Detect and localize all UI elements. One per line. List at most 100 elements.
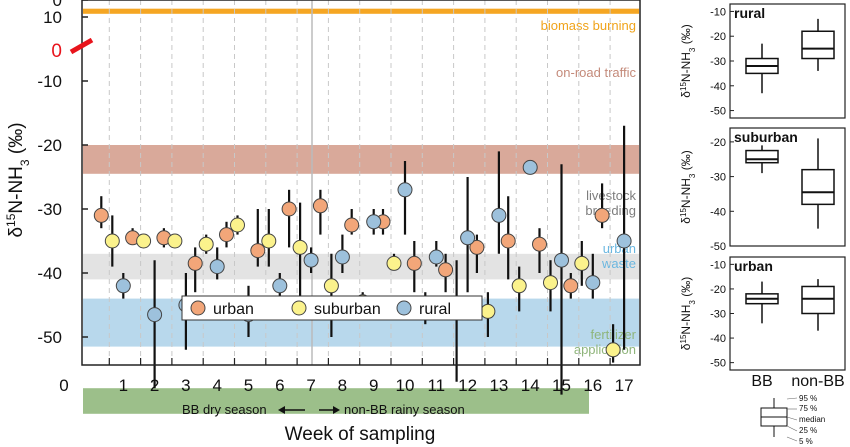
source-band-label: biomass burning xyxy=(541,18,636,33)
source-band xyxy=(83,253,639,280)
x-tick-label: 4 xyxy=(212,376,221,395)
box-y-tick-label: -50 xyxy=(710,358,726,370)
source-band-label: application xyxy=(574,342,636,357)
legend-box xyxy=(181,295,483,321)
x-tick-label: 14 xyxy=(521,376,540,395)
y-tick-label: -20 xyxy=(37,136,62,155)
source-band xyxy=(83,145,639,174)
x-tick-label: 8 xyxy=(338,376,347,395)
x-tick-label: 13 xyxy=(489,376,508,395)
x-tick-label: 12 xyxy=(458,376,477,395)
box-panels: rural -10 -20 -30 -40 -50 δ15N-NH3 (‰) suburban… xyxy=(679,3,846,371)
season-label-dry: BB dry season xyxy=(182,402,267,417)
data-point-rural xyxy=(616,233,632,249)
box-y-axis-title: δ15N-NH3 (‰) xyxy=(679,277,697,350)
data-point-rural xyxy=(585,275,601,291)
data-point-suburban xyxy=(261,233,277,249)
season-arrow-dry-head xyxy=(278,406,285,414)
y-tick-label: 10 xyxy=(43,8,62,27)
legend-marker xyxy=(190,300,206,316)
data-point-urban xyxy=(438,262,454,278)
data-point-urban xyxy=(563,278,579,294)
x-tick-label: 2 xyxy=(150,376,159,395)
y-tick-label: -40 xyxy=(37,264,62,283)
box-legend-25: 25 % xyxy=(799,426,817,435)
x-tick-label: 17 xyxy=(615,376,634,395)
data-point-urban xyxy=(594,207,610,223)
data-point-urban xyxy=(344,217,360,233)
data-point-rural xyxy=(334,249,350,265)
box-y-tick-label: -40 xyxy=(710,81,726,93)
box-non-BB xyxy=(801,138,835,229)
box-panel-frame xyxy=(729,127,846,247)
data-point-suburban xyxy=(198,236,214,252)
box-category-bb: BB xyxy=(751,373,772,390)
data-point-suburban xyxy=(605,342,621,358)
source-band-label: livestock xyxy=(586,188,636,203)
legend: urban suburban rural xyxy=(181,295,483,321)
x-tick-label: 1 xyxy=(119,376,128,395)
data-point-urban xyxy=(312,198,328,214)
data-point-rural xyxy=(428,249,444,265)
source-band xyxy=(83,8,639,14)
box-y-axis-title: δ15N-NH3 (‰) xyxy=(679,24,697,97)
box-y-axis-title: δ15N-NH3 (‰) xyxy=(679,150,697,223)
x-tick-label: 0 xyxy=(59,376,68,395)
data-point-rural xyxy=(147,307,163,323)
y-tick-label: -50 xyxy=(37,328,62,347)
legend-marker xyxy=(291,300,307,316)
box-y-tick-label: -20 xyxy=(710,137,726,149)
box-y-tick-label: -40 xyxy=(710,333,726,345)
box-y-tick-label: -10 xyxy=(710,259,726,271)
box-panel-title: suburban xyxy=(734,129,798,145)
legend-label: suburban xyxy=(314,301,381,318)
data-point-suburban xyxy=(104,233,120,249)
x-tick-label: 5 xyxy=(244,376,253,395)
plot-frame xyxy=(81,0,641,366)
box-panel-title: rural xyxy=(734,5,765,21)
data-point-rural xyxy=(272,278,288,294)
data-point-suburban xyxy=(511,278,527,294)
data-point-suburban xyxy=(136,233,152,249)
axis-break-mark xyxy=(69,37,94,55)
data-point-urban xyxy=(500,233,516,249)
y-break-label: 0 xyxy=(51,41,62,62)
x-tick-label: 10 xyxy=(396,376,415,395)
data-point-urban xyxy=(281,201,297,217)
box-BB xyxy=(745,43,779,94)
box-y-tick-label: -40 xyxy=(710,206,726,218)
data-point-suburban xyxy=(574,255,590,271)
data-point-suburban xyxy=(167,233,183,249)
data-point-suburban xyxy=(480,303,496,319)
data-point-rural xyxy=(366,214,382,230)
box-legend-95: 95 % xyxy=(799,394,817,403)
source-band-label: breeding xyxy=(585,203,636,218)
x-tick-label: 6 xyxy=(275,376,284,395)
box-category-nonbb: non-BB xyxy=(791,373,844,390)
box-non-BB xyxy=(801,279,835,331)
y-tick-label: -10 xyxy=(37,72,62,91)
x-tick-label: 3 xyxy=(181,376,190,395)
data-point-suburban xyxy=(543,275,558,291)
x-tick-label: 15 xyxy=(552,376,571,395)
box-y-tick-label: -50 xyxy=(710,241,726,253)
y-tick-label: 0 xyxy=(53,0,62,10)
x-tick-label: 11 xyxy=(427,376,445,395)
source-band-label: on-road traffic xyxy=(556,65,636,80)
data-point-rural xyxy=(115,278,131,294)
legend-marker xyxy=(396,300,412,316)
data-point-urban xyxy=(187,255,203,271)
data-point-suburban xyxy=(323,278,339,294)
x-tick-label: 7 xyxy=(306,376,315,395)
box-y-tick-label: -30 xyxy=(710,172,726,184)
box-legend-inset: 95 % 75 % median 25 % 5 % xyxy=(760,394,825,446)
data-point-rural xyxy=(397,182,413,198)
box-y-tick-label: -20 xyxy=(710,284,726,296)
x-axis-title: Week of sampling xyxy=(285,424,436,445)
data-point-rural xyxy=(554,252,569,268)
box-y-tick-label: -30 xyxy=(710,309,726,321)
legend-label: urban xyxy=(213,301,254,318)
data-point-suburban xyxy=(386,255,402,271)
data-point-rural xyxy=(522,159,538,175)
